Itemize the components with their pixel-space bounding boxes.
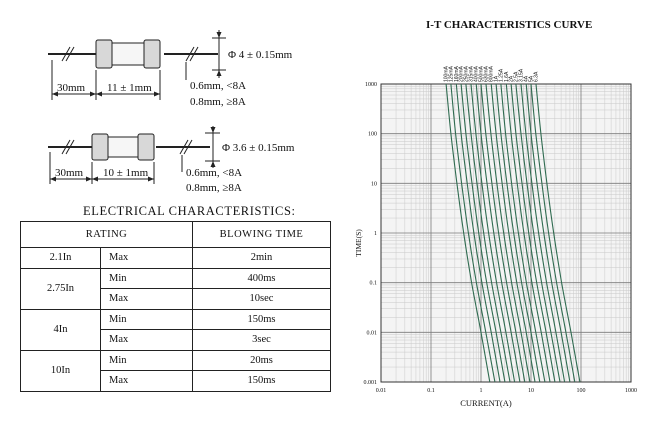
- curve-315mA: [470, 83, 516, 383]
- lead-dia-large: 0.8mm, ≥8A: [186, 182, 242, 194]
- rating-cell: 10In: [20, 349, 101, 392]
- x-tick-label: 1: [480, 388, 483, 394]
- break-mark: [65, 139, 75, 155]
- series-label: 315mA: [469, 65, 475, 82]
- curve-125mA: [450, 83, 496, 383]
- table-row: Max 3sec: [21, 329, 331, 351]
- series-label: 500mA: [479, 65, 485, 82]
- lead-dia-small: 0.6mm, <8A: [190, 80, 246, 92]
- x-tick-label: 0.01: [376, 388, 387, 394]
- series-label: 250mA: [463, 65, 469, 82]
- curve-1.25A: [500, 83, 546, 383]
- end-cap-left: [91, 133, 109, 161]
- body-length-label: 10 ± 1mm: [103, 167, 149, 179]
- curve-630mA: [485, 83, 531, 383]
- blowing-time-header: BLOWING TIME: [192, 221, 331, 248]
- break-mark: [65, 46, 75, 62]
- rating-header: RATING: [20, 221, 193, 248]
- series-label: 630mA: [484, 65, 490, 82]
- curve-200mA: [460, 83, 506, 383]
- series-label: 3.15A: [519, 68, 525, 82]
- x-axis-label: CURRENT(A): [460, 398, 512, 408]
- blowing-time-cell: 150ms: [192, 370, 331, 392]
- series-label: 2.5A: [513, 71, 519, 82]
- x-tick-label: 1000: [625, 388, 637, 394]
- lead-dia-large: 0.8mm, ≥8A: [190, 96, 246, 108]
- lead-dia-small: 0.6mm, <8A: [186, 167, 242, 179]
- curve-500mA: [480, 83, 526, 383]
- curve-4A: [525, 83, 571, 383]
- lead-length-label: 30mm: [57, 82, 86, 94]
- diameter-label: Φ 4 ± 0.15mm: [228, 49, 293, 61]
- electrical-characteristics-title: ELECTRICAL CHARACTERISTICS:: [83, 204, 296, 218]
- chart-title: I-T CHARACTERISTICS CURVE: [426, 19, 593, 31]
- arrowheads: [50, 32, 222, 182]
- y-tick-label: 0.1: [370, 281, 378, 287]
- break-mark: [189, 46, 199, 62]
- series-label: 1.6A: [504, 71, 510, 82]
- end-cap-right: [143, 39, 161, 69]
- curve-800mA: [490, 83, 536, 383]
- electrical-characteristics-table: RATING BLOWING TIME 2.1In Max 2min 2.75I…: [20, 221, 331, 392]
- series-label: 400mA: [474, 65, 480, 82]
- y-axis-label: TIME(S): [354, 229, 363, 257]
- series-label: 4A: [524, 75, 530, 82]
- series-label: 5A: [529, 75, 535, 82]
- y-tick-label: 0.01: [367, 330, 378, 336]
- curve-2.5A: [515, 83, 561, 383]
- curve-5A: [530, 83, 576, 383]
- curve-160mA: [455, 83, 501, 383]
- curve-100mA: [445, 83, 491, 383]
- curve-2A: [510, 83, 556, 383]
- series-label: 1.25A: [498, 68, 504, 82]
- curve-1.6A: [505, 83, 551, 383]
- series-label: 125mA: [448, 65, 454, 82]
- x-tick-label: 100: [577, 388, 586, 394]
- series-label: 1A: [494, 75, 500, 82]
- x-tick-label: 0.1: [427, 388, 435, 394]
- end-cap-left: [95, 39, 113, 69]
- limit-kind-cell: Max: [100, 370, 193, 392]
- curve-6.3A: [535, 83, 581, 383]
- series-label: 800mA: [489, 65, 495, 82]
- y-tick-label: 10: [371, 181, 377, 187]
- curve-250mA: [465, 83, 511, 383]
- x-tick-label: 10: [528, 388, 534, 394]
- series-label: 160mA: [454, 65, 460, 82]
- break-mark: [183, 139, 193, 155]
- break-mark: [61, 46, 71, 62]
- y-tick-label: 1: [374, 231, 377, 237]
- series-label: 6.3A: [534, 71, 540, 82]
- break-mark: [179, 139, 189, 155]
- y-tick-label: 1000: [365, 82, 377, 88]
- table-row: Max 150ms: [21, 370, 331, 392]
- diameter-label: Φ 3.6 ± 0.15mm: [222, 142, 295, 154]
- y-tick-label: 0.001: [364, 380, 378, 386]
- curve-1A: [495, 83, 541, 383]
- rating-cell: 4In: [20, 308, 101, 351]
- series-label: 100mA: [444, 65, 450, 82]
- body-length-label: 11 ± 1mm: [107, 82, 152, 94]
- break-mark: [61, 139, 71, 155]
- table-row: 10In Min 20ms: [20, 349, 331, 392]
- series-label: 200mA: [459, 65, 465, 82]
- table-row: 4In Min 150ms: [20, 308, 331, 351]
- curve-400mA: [475, 83, 521, 383]
- table-row: Max 10sec: [21, 288, 331, 310]
- y-tick-label: 100: [368, 132, 377, 138]
- curve-3.15A: [520, 83, 566, 383]
- plot-frame: [380, 83, 632, 383]
- series-label: 2A: [509, 75, 515, 82]
- lead-length-label: 30mm: [55, 167, 84, 179]
- end-cap-right: [137, 133, 155, 161]
- break-mark: [185, 46, 195, 62]
